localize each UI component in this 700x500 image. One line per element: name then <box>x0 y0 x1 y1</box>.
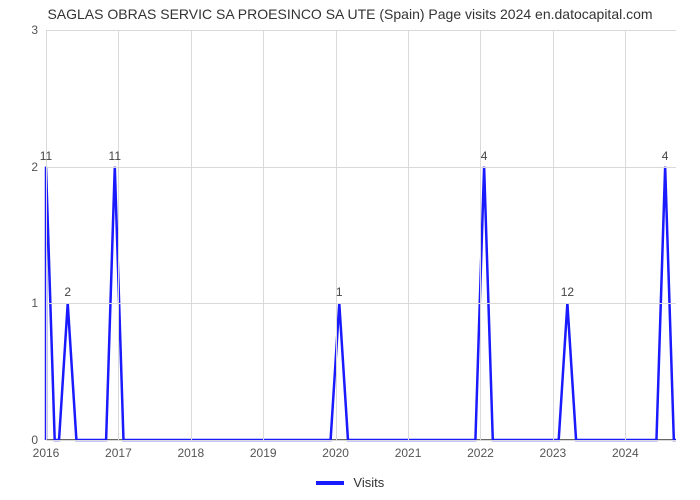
grid-line-vertical <box>408 30 409 440</box>
series-line <box>46 30 676 440</box>
y-tick-label: 3 <box>31 23 46 37</box>
plot-area: 0123201620172018201920202021202220232024… <box>46 30 676 440</box>
data-point-label: 11 <box>40 149 52 163</box>
grid-line-vertical <box>480 30 481 440</box>
grid-line-vertical <box>553 30 554 440</box>
grid-line-vertical <box>191 30 192 440</box>
data-point-label: 2 <box>64 285 71 299</box>
grid-line-horizontal <box>46 167 676 168</box>
legend-label: Visits <box>353 475 384 490</box>
x-tick-label: 2021 <box>395 440 422 460</box>
data-point-label: 1 <box>336 285 343 299</box>
chart-title: SAGLAS OBRAS SERVIC SA PROESINCO SA UTE … <box>0 6 700 22</box>
grid-line-horizontal <box>46 30 676 31</box>
data-point-label: 11 <box>109 149 121 163</box>
grid-line-horizontal <box>46 303 676 304</box>
legend: Visits <box>0 474 700 490</box>
grid-line-vertical <box>336 30 337 440</box>
legend-swatch <box>316 481 344 485</box>
x-tick-label: 2016 <box>33 440 60 460</box>
grid-line-vertical <box>118 30 119 440</box>
grid-line-vertical <box>46 30 47 440</box>
grid-line-vertical <box>263 30 264 440</box>
chart-container: SAGLAS OBRAS SERVIC SA PROESINCO SA UTE … <box>0 0 700 500</box>
x-tick-label: 2023 <box>540 440 567 460</box>
data-point-label: 4 <box>481 149 488 163</box>
x-tick-label: 2018 <box>177 440 204 460</box>
x-tick-label: 2019 <box>250 440 277 460</box>
grid-line-vertical <box>625 30 626 440</box>
x-tick-label: 2020 <box>322 440 349 460</box>
grid-line-horizontal <box>46 440 676 441</box>
data-point-label: 12 <box>561 285 574 299</box>
x-tick-label: 2017 <box>105 440 132 460</box>
y-tick-label: 1 <box>31 296 46 310</box>
x-tick-label: 2024 <box>612 440 639 460</box>
x-tick-label: 2022 <box>467 440 494 460</box>
data-point-label: 4 <box>662 149 669 163</box>
